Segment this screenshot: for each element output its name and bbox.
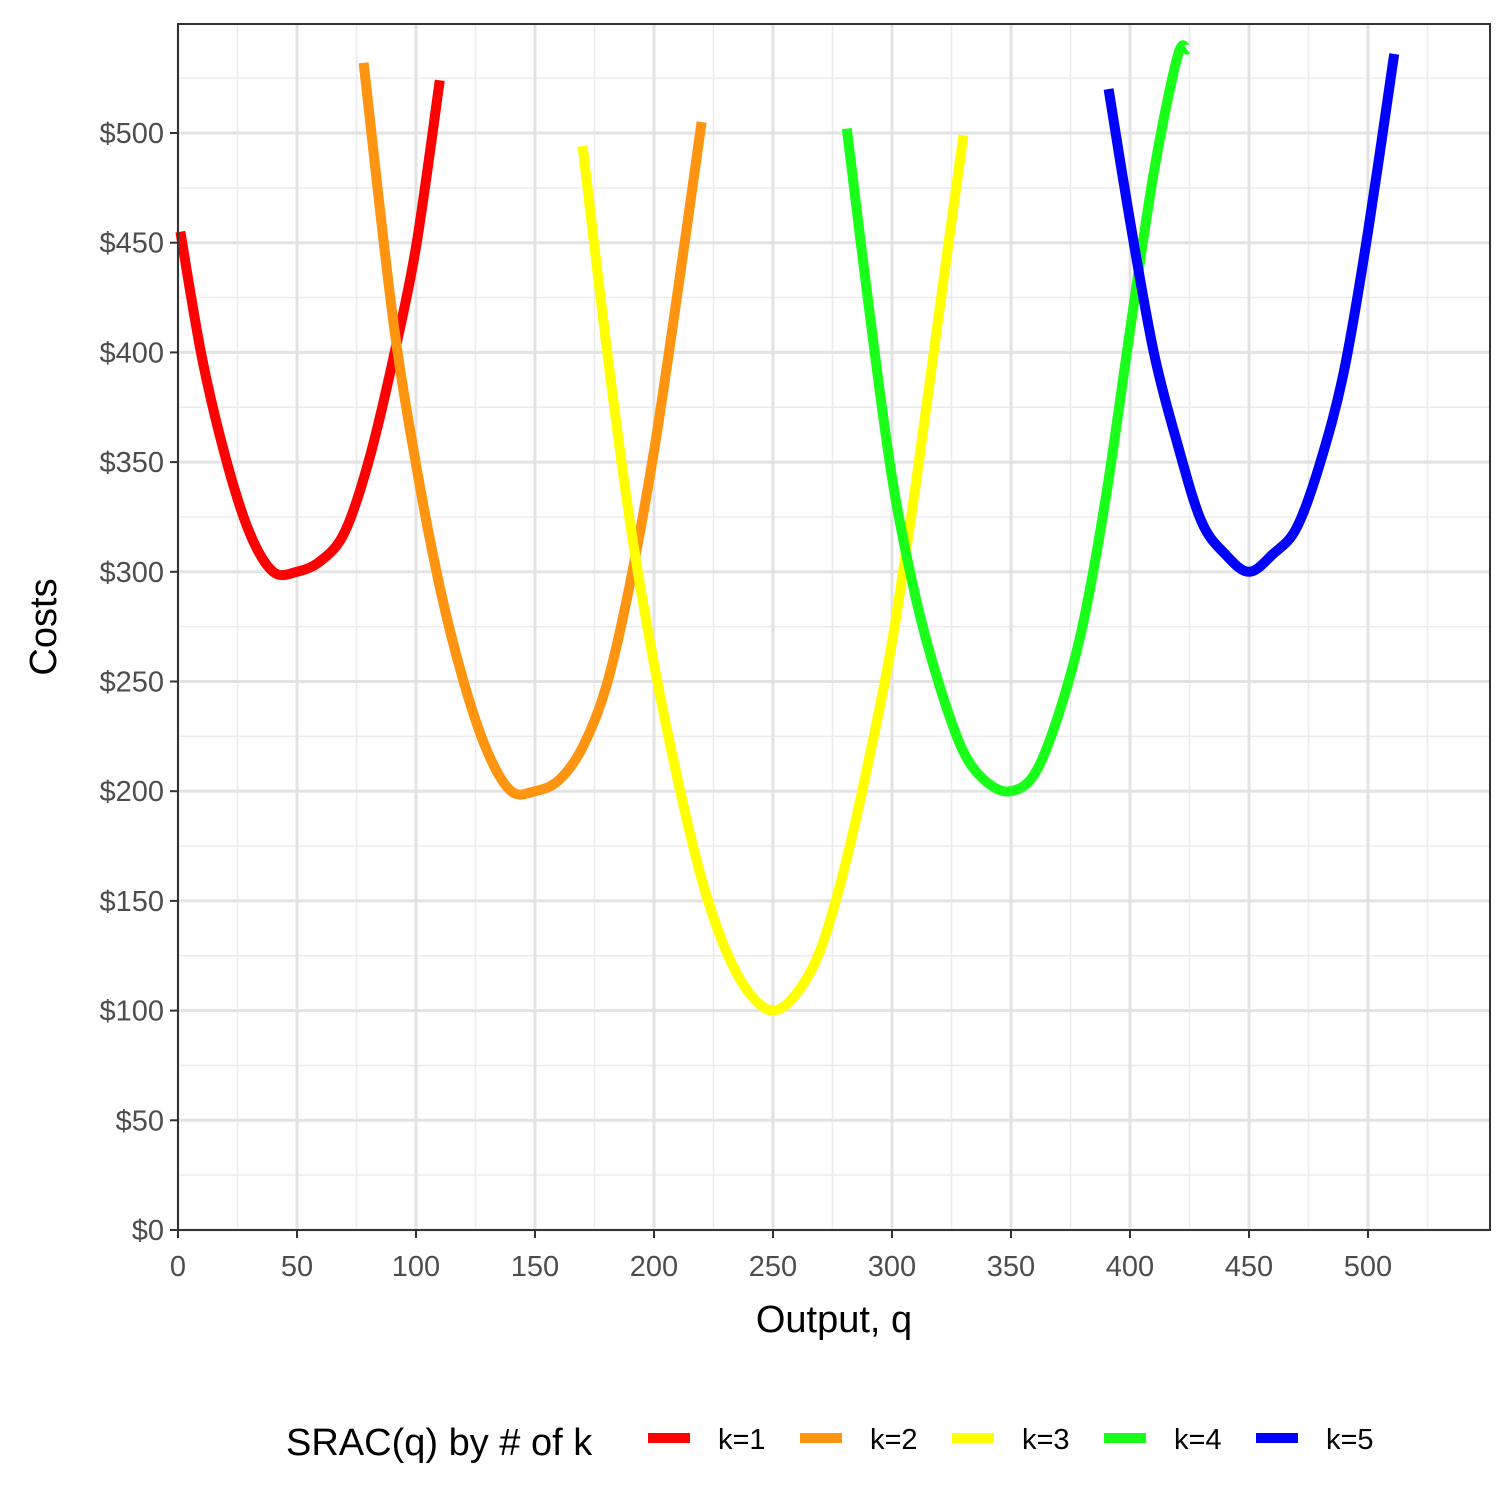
y-tick-label: $250 [99,667,164,699]
x-tick-label: 0 [170,1251,186,1283]
x-tick-label: 450 [1225,1251,1273,1283]
series-line-k=5 [1103,53,1400,577]
y-tick-label: $300 [99,557,164,589]
legend-label-k=5: k=5 [1326,1424,1374,1456]
x-tick-label: 400 [1106,1251,1154,1283]
y-tick-label: $450 [99,228,164,260]
x-tick-label: 350 [987,1251,1035,1283]
y-tick-label: $400 [99,337,164,369]
plot-panel-border [177,23,1491,1231]
series-lines [175,40,1400,1016]
legend-label-k=3: k=3 [1022,1424,1070,1456]
axis-ticks [170,132,1369,1238]
legend-label-k=1: k=1 [718,1424,766,1456]
x-tick-label: 200 [630,1251,678,1283]
y-tick-label: $100 [99,996,164,1028]
x-axis-title: Output, q [756,1299,912,1341]
series-line-k=1 [175,79,445,581]
y-tick-label: $50 [116,1105,164,1137]
y-tick-label: $350 [99,447,164,479]
minor-gridlines [178,24,1490,1230]
series-line-k=3 [577,134,969,1016]
legend-label-k=2: k=2 [870,1424,918,1456]
y-tick-label: $0 [132,1215,164,1247]
x-tick-label: 300 [868,1251,916,1283]
y-tick-label: $150 [99,886,164,918]
x-tick-label: 50 [281,1251,313,1283]
series-line-k=2 [358,62,707,800]
y-axis-title: Costs [23,578,65,675]
legend-title: SRAC(q) by # of k [286,1422,593,1464]
y-tick-label: $500 [99,118,164,150]
legend: SRAC(q) by # of k k=1 k=2 k=3 k=4 k=5 [286,1422,1374,1464]
tick-labels: 0 50 100 150 200 250 300 350 400 450 500 $0 $50 $100 $… [99,118,1392,1283]
x-tick-label: 100 [392,1251,440,1283]
legend-label-k=4: k=4 [1174,1424,1222,1456]
x-tick-label: 150 [511,1251,559,1283]
y-tick-label: $200 [99,776,164,808]
x-tick-label: 250 [749,1251,797,1283]
x-tick-label: 500 [1344,1251,1392,1283]
